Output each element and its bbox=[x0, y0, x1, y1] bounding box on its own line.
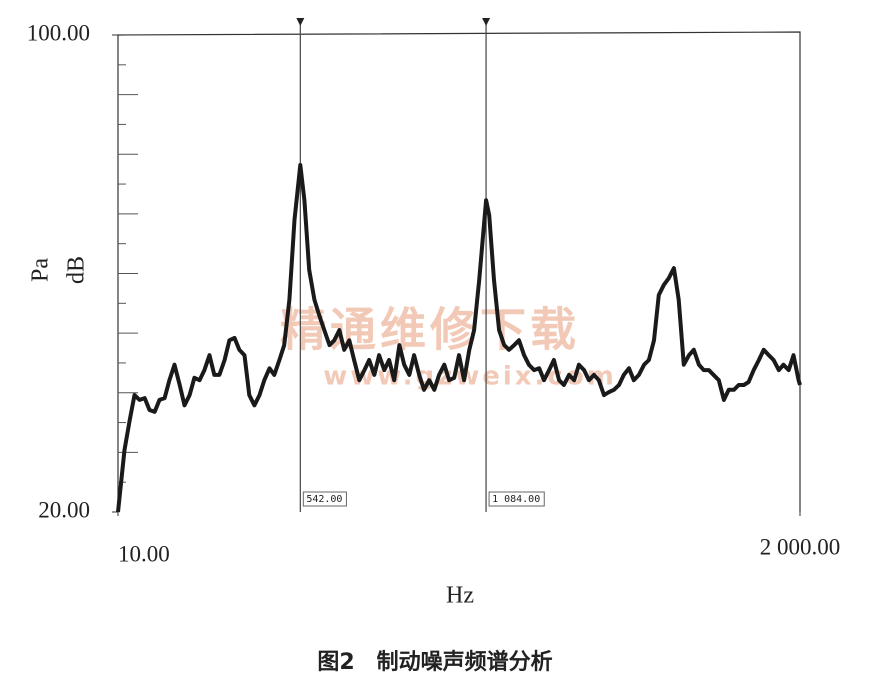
marker-arrow bbox=[296, 18, 305, 26]
watermark: 精通维修下载 bbox=[280, 303, 580, 357]
y-tick-label: 20.00 bbox=[38, 497, 90, 522]
marker-arrow bbox=[482, 18, 491, 26]
y-label: dB bbox=[64, 256, 90, 284]
x-label: Hz bbox=[446, 583, 474, 609]
y-label: Pa bbox=[28, 258, 54, 282]
marker-label: 1 084.00 bbox=[492, 494, 540, 505]
caption: 图2 制动噪声频谱分析 bbox=[317, 649, 552, 675]
x-tick-label: 2 000.00 bbox=[760, 534, 841, 559]
marker-label-box bbox=[302, 491, 347, 507]
marker-label: 542.00 bbox=[306, 494, 342, 505]
x-tick-label: 10.00 bbox=[118, 541, 170, 566]
marker-label-box bbox=[488, 491, 545, 507]
spectrum-line bbox=[116, 163, 802, 513]
y-tick-label: 100.00 bbox=[27, 20, 90, 45]
